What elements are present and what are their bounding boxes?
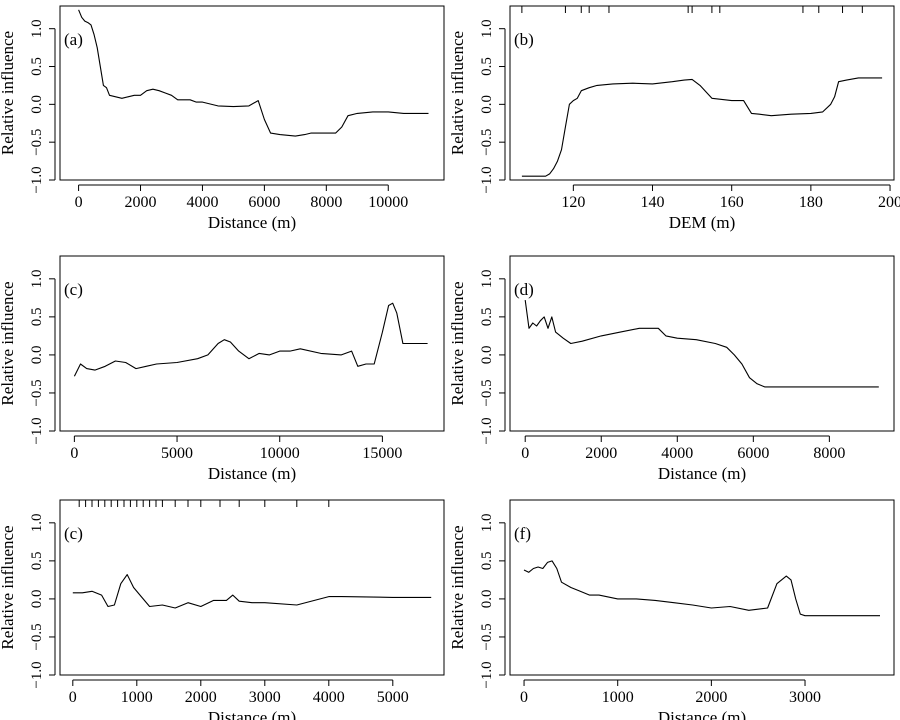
y-tick-label: 0.0 [29,95,45,114]
influence-curve [521,77,883,177]
plot-frame [59,255,445,432]
influence-curve [78,9,429,137]
x-axis-title: Distance (m) [658,464,746,483]
panel-1: 0 2000 4000 6000 8000 10000 −1.0 −0.5 0.0 0.5 1.0 D… [0,5,445,232]
y-tick-label: −1.0 [29,417,45,444]
panel-3: 0 5000 10000 15000 −1.0 −0.5 0.0 0.5 1.0 Distance… [0,255,445,483]
x-tick-label: 2000 [185,689,217,706]
y-tick-label: 0.5 [479,307,495,326]
x-tick-label: 4000 [313,689,345,706]
y-axis-title: Relative influence [448,31,467,155]
x-tick-label: 140 [641,194,665,211]
influence-curve [523,560,880,617]
y-tick-label: −1.0 [29,166,45,193]
x-axis-title: Distance (m) [658,708,746,720]
y-tick-label: −0.5 [29,623,45,650]
panel-label: (b) [514,30,534,49]
y-tick-label: −0.5 [29,129,45,156]
y-tick-label: 0.5 [479,57,495,76]
y-tick-label: −0.5 [479,129,495,156]
y-tick-label: −1.0 [479,661,495,688]
x-axis-title: DEM (m) [669,213,736,232]
x-tick-label: 4000 [186,194,218,211]
x-axis-title: Distance (m) [208,213,296,232]
y-axis-title: Relative influence [0,31,17,155]
y-axis-title: Relative influence [0,525,17,649]
y-tick-label: 0.5 [479,551,495,570]
influence-curve [524,300,879,388]
x-tick-label: 8000 [813,445,845,462]
x-tick-label: 0 [520,689,528,706]
y-tick-label: 0.5 [29,551,45,570]
y-tick-label: 0.0 [479,590,495,609]
y-axis-title: Relative influence [448,281,467,405]
x-tick-label: 160 [720,194,744,211]
plot-frame [509,255,895,432]
y-tick-label: 1.0 [29,269,45,288]
influence-curve [73,302,428,377]
y-tick-label: 0.5 [29,57,45,76]
x-tick-label: 2000 [695,689,727,706]
y-tick-label: 0.0 [479,95,495,114]
y-tick-label: −0.5 [29,379,45,406]
y-tick-label: 1.0 [29,19,45,38]
panel-label: (c) [64,524,83,543]
x-tick-label: 0 [70,445,78,462]
x-tick-label: 1000 [121,689,153,706]
x-tick-label: 3000 [789,689,821,706]
panel-label: (a) [64,30,83,49]
panel-5: 0 1000 2000 3000 4000 5000 −1.0 −0.5 0.0 0.5 1.0 Di… [0,499,445,720]
x-tick-label: 6000 [248,194,280,211]
x-tick-label: 0 [75,194,83,211]
x-axis-title: Distance (m) [208,708,296,720]
y-tick-label: 0.0 [479,346,495,365]
x-tick-label: 6000 [737,445,769,462]
y-tick-label: 1.0 [29,513,45,532]
plot-frame [509,5,895,181]
panel-label: (c) [64,280,83,299]
x-axis-title: Distance (m) [208,464,296,483]
y-tick-label: −1.0 [29,661,45,688]
panel-4: 0 2000 4000 6000 8000 −1.0 −0.5 0.0 0.5 1.0 Distan… [448,255,895,483]
x-tick-label: 1000 [602,689,634,706]
plot-frame [59,499,445,676]
y-tick-label: 0.0 [29,590,45,609]
y-tick-label: −1.0 [479,166,495,193]
y-tick-label: −0.5 [479,623,495,650]
x-tick-label: 2000 [125,194,157,211]
plot-frame [59,5,445,181]
x-tick-label: 3000 [249,689,281,706]
y-axis-title: Relative influence [0,281,17,405]
y-tick-label: −1.0 [479,417,495,444]
x-tick-label: 180 [799,194,823,211]
panel-label: (f) [514,524,531,543]
x-tick-label: 0 [69,689,77,706]
y-tick-label: 1.0 [479,513,495,532]
x-tick-label: 5000 [161,445,193,462]
x-tick-label: 5000 [377,689,409,706]
x-tick-label: 10000 [260,445,300,462]
panel-label: (d) [514,280,534,299]
x-tick-label: 15000 [362,445,402,462]
x-tick-label: 10000 [368,194,408,211]
x-tick-label: 200 [878,194,900,211]
y-tick-label: 0.5 [29,307,45,326]
x-tick-label: 8000 [310,194,342,211]
x-tick-label: 0 [521,445,529,462]
x-tick-label: 2000 [585,445,617,462]
y-axis-title: Relative influence [448,525,467,649]
y-tick-label: 1.0 [479,269,495,288]
x-tick-label: 120 [561,194,585,211]
y-tick-label: 1.0 [479,19,495,38]
y-tick-label: −0.5 [479,379,495,406]
panel-6: 0 1000 2000 3000 −1.0 −0.5 0.0 0.5 1.0 Distance (… [448,499,895,720]
panel-2: 120 140 160 180 200 −1.0 −0.5 0.0 0.5 1.0 DEM (m) R… [448,5,900,232]
y-tick-label: 0.0 [29,346,45,365]
x-tick-label: 4000 [661,445,693,462]
plot-frame [509,499,895,676]
influence-curve [72,574,432,609]
